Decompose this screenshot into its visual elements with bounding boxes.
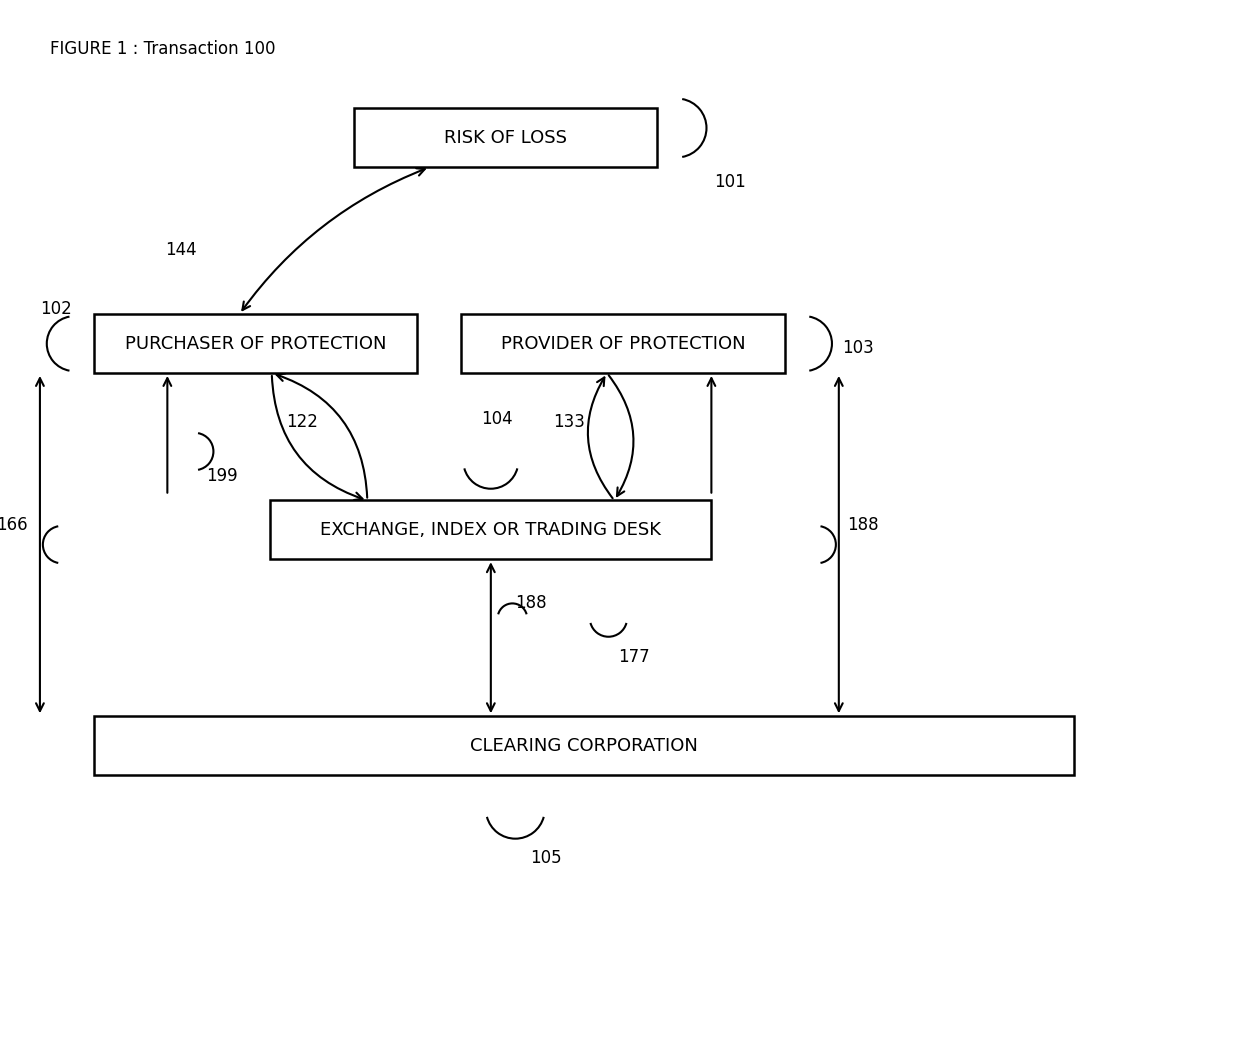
Text: PURCHASER OF PROTECTION: PURCHASER OF PROTECTION xyxy=(125,335,387,352)
Text: 166: 166 xyxy=(0,516,27,534)
Text: 177: 177 xyxy=(618,648,650,666)
Text: PROVIDER OF PROTECTION: PROVIDER OF PROTECTION xyxy=(501,335,746,352)
Text: FIGURE 1 : Transaction 100: FIGURE 1 : Transaction 100 xyxy=(50,40,275,58)
Text: 199: 199 xyxy=(207,467,238,485)
Text: EXCHANGE, INDEX OR TRADING DESK: EXCHANGE, INDEX OR TRADING DESK xyxy=(321,521,662,539)
Text: 122: 122 xyxy=(286,413,318,431)
Text: 188: 188 xyxy=(515,595,546,613)
Bar xyxy=(94,716,1074,775)
Text: 101: 101 xyxy=(715,173,746,191)
Bar xyxy=(270,500,711,559)
Text: CLEARING CORPORATION: CLEARING CORPORATION xyxy=(470,736,698,754)
Bar xyxy=(461,315,784,373)
Bar xyxy=(94,315,418,373)
Text: 133: 133 xyxy=(553,413,585,431)
Text: RISK OF LOSS: RISK OF LOSS xyxy=(444,129,567,147)
Text: 188: 188 xyxy=(846,516,878,534)
Text: 104: 104 xyxy=(481,410,513,428)
Bar xyxy=(353,108,658,167)
Text: 102: 102 xyxy=(40,300,72,318)
Text: 105: 105 xyxy=(530,850,561,868)
Text: 144: 144 xyxy=(165,241,197,259)
Text: 103: 103 xyxy=(841,340,873,358)
